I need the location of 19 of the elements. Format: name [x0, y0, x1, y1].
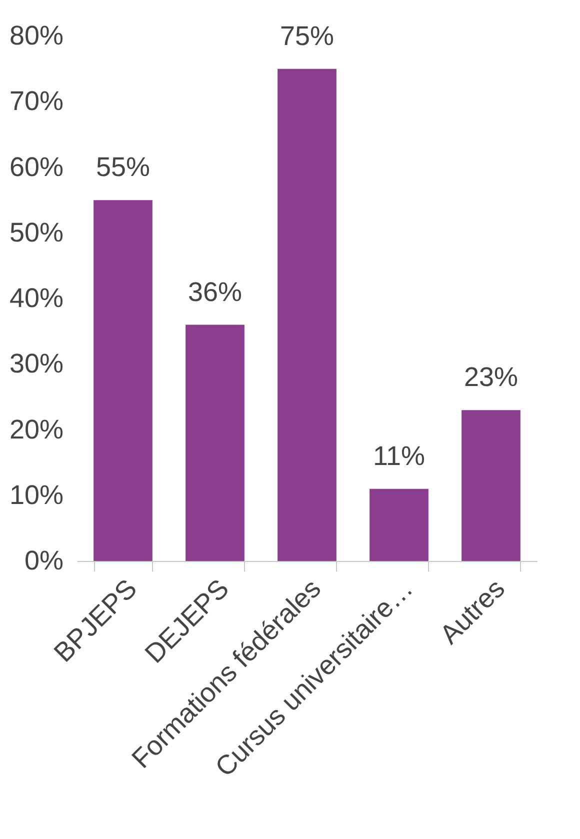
y-tick-label: 70% — [9, 86, 64, 116]
bar — [186, 324, 244, 561]
data-label: 36% — [188, 276, 242, 307]
data-label: 55% — [96, 152, 150, 182]
y-tick-label: 80% — [9, 20, 64, 50]
bar — [94, 200, 152, 561]
data-label: 11% — [372, 440, 426, 471]
data-label: 75% — [280, 20, 334, 51]
bar — [462, 410, 520, 561]
y-tick-label: 60% — [9, 152, 64, 182]
bar — [370, 488, 428, 561]
y-tick-label: 20% — [9, 414, 64, 444]
bar — [278, 68, 336, 561]
y-tick-label: 0% — [24, 546, 64, 576]
y-tick-label: 10% — [9, 480, 64, 510]
y-tick-label: 40% — [9, 283, 64, 313]
data-label: 23% — [464, 362, 518, 392]
y-tick-label: 50% — [9, 217, 64, 248]
y-tick-label: 30% — [9, 348, 64, 379]
